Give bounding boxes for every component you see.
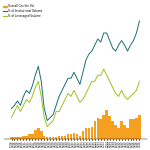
Bar <box>88 128 90 139</box>
Bar <box>117 128 120 139</box>
Bar <box>13 137 16 139</box>
Bar <box>85 128 87 139</box>
Bar <box>123 125 126 139</box>
Legend: Overall Cov-lite Vol., % of Institutional Volume, % of Leveraged Volume: Overall Cov-lite Vol., % of Institutiona… <box>2 4 42 18</box>
Bar <box>70 134 72 139</box>
Bar <box>31 134 34 139</box>
Bar <box>135 118 138 139</box>
Bar <box>46 137 48 139</box>
Bar <box>10 137 13 139</box>
Bar <box>79 136 81 139</box>
Bar <box>91 127 93 139</box>
Bar <box>67 134 69 139</box>
Bar <box>43 136 45 139</box>
Bar <box>105 110 108 139</box>
Bar <box>138 114 141 139</box>
Bar <box>52 137 54 139</box>
Bar <box>82 131 84 139</box>
Bar <box>16 137 19 139</box>
Bar <box>99 119 102 139</box>
Bar <box>96 118 99 139</box>
Bar <box>126 128 129 139</box>
Bar <box>40 131 42 139</box>
Bar <box>28 134 31 139</box>
Bar <box>108 116 111 139</box>
Bar <box>25 136 28 139</box>
Bar <box>19 137 22 139</box>
Bar <box>114 125 117 139</box>
Bar <box>76 134 78 139</box>
Bar <box>34 130 37 139</box>
Bar <box>64 136 66 139</box>
Bar <box>37 128 40 139</box>
Bar <box>94 121 96 139</box>
Bar <box>49 137 51 139</box>
Bar <box>58 136 60 139</box>
Bar <box>55 137 57 139</box>
Bar <box>61 136 63 139</box>
Bar <box>129 119 132 139</box>
Bar <box>73 133 75 139</box>
Bar <box>22 136 25 139</box>
Bar <box>132 119 135 139</box>
Bar <box>120 121 123 139</box>
Bar <box>111 121 114 139</box>
Bar <box>102 114 105 139</box>
